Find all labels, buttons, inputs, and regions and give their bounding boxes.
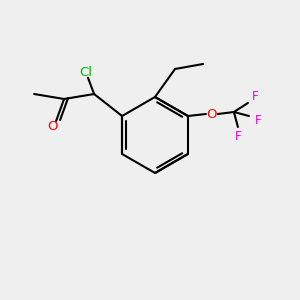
Text: O: O (47, 121, 57, 134)
Text: F: F (255, 113, 261, 127)
Text: F: F (235, 130, 241, 143)
Text: F: F (252, 91, 258, 103)
Text: O: O (207, 107, 217, 121)
Text: Cl: Cl (80, 65, 93, 79)
